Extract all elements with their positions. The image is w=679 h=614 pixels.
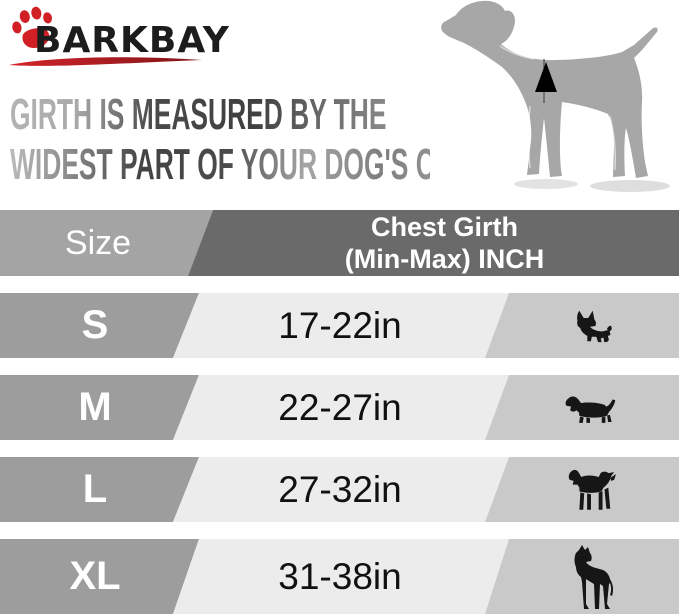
girth-instruction-text: GIRTH IS MEASURED BY THE WIDEST PART OF … [10,90,679,190]
dachshund-icon [565,396,615,423]
swoosh-underline [9,57,202,66]
header-size-cell [0,210,213,276]
table-row-xl: XL 31-38in [0,539,679,614]
table-row-l: L 27-32in [0,457,679,522]
table-row-m: M 22-27in [0,375,679,440]
great-dane-icon [574,544,613,609]
girth-l-value: 27-32in [278,468,402,510]
girth-xl-value: 31-38in [278,555,402,597]
size-xl-label: XL [69,554,121,598]
headline-line-1: GIRTH IS MEASURED BY THE [10,90,430,140]
girth-arrow-marker [535,62,557,92]
headline-line-2: WIDEST PART OF YOUR DOG'S CHEST. [10,140,510,189]
size-cell [0,457,199,522]
header-girth-cell [188,210,679,276]
brand-name: BARKBAY [34,20,230,61]
girth-header-line-1: Chest Girth [370,212,518,242]
size-l-label: L [82,467,108,511]
girth-header-line-2: (Min-Max) INCH [344,244,545,274]
value-cell [173,539,509,614]
table-row-s: S 17-22in [0,293,679,358]
table-header-row: Size Chest Girth (Min-Max) INCH [0,210,679,276]
dog-silhouette-illustration [441,0,670,192]
chihuahua-icon [576,310,612,342]
girth-s-value: 17-22in [278,304,402,346]
size-s-label: S [81,303,109,347]
girth-column-header: Chest Girth (Min-Max) INCH [210,210,679,276]
girth-m-value: 22-27in [278,386,402,428]
size-cell [0,293,199,358]
large-dog-icon [568,469,616,510]
size-m-label: M [78,385,112,429]
size-cell [0,539,199,614]
size-column-header: Size [64,223,132,262]
paw-icon [12,6,53,49]
value-cell [173,457,509,522]
size-cell [0,375,199,440]
value-cell [173,293,509,358]
barkbay-logo: BARKBAY [0,0,240,80]
value-cell [173,375,509,440]
